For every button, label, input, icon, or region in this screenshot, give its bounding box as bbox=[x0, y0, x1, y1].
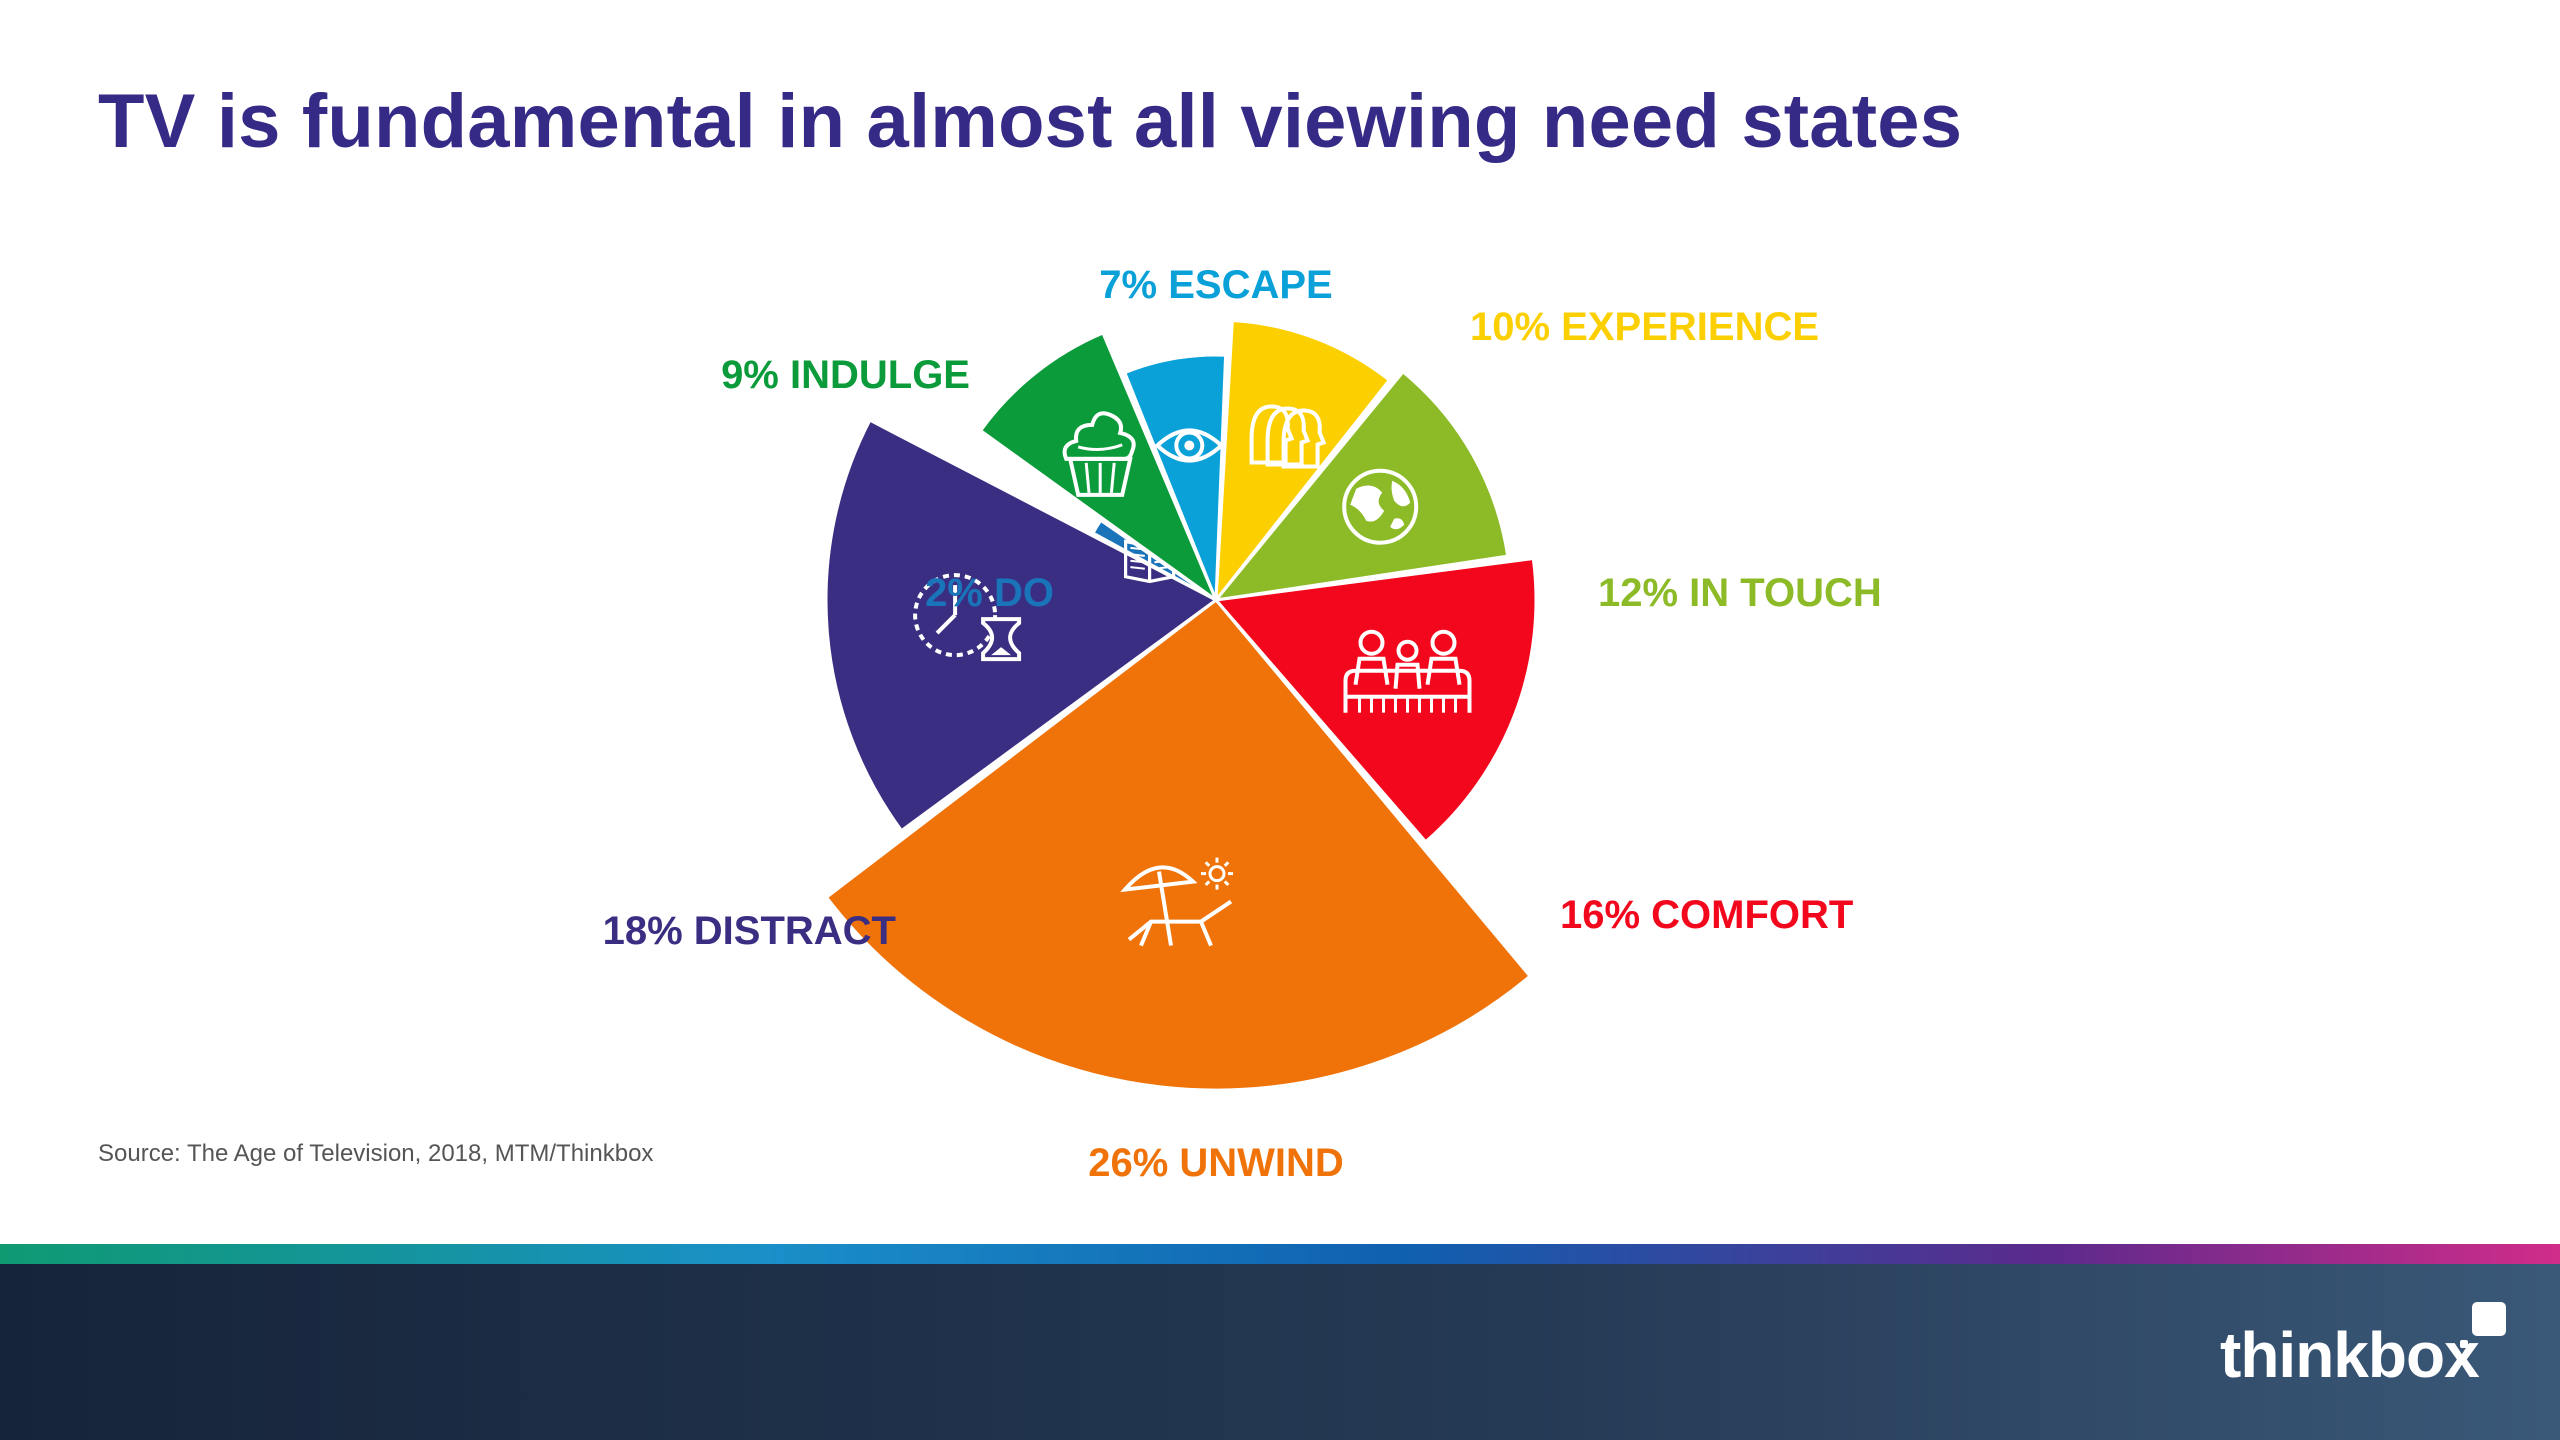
slice-label-escape: 7% ESCAPE bbox=[1099, 263, 1332, 307]
slice-label-do: 2% DO bbox=[925, 571, 1054, 615]
pie-slice-distract bbox=[824, 418, 1218, 833]
family-sofa-icon bbox=[1343, 629, 1472, 713]
clock-hourglass-icon bbox=[913, 573, 1022, 662]
source-note: Source: The Age of Television, 2018, MTM… bbox=[98, 1140, 654, 1167]
slice-label-unwind: 26% UNWIND bbox=[1088, 1141, 1344, 1185]
eye-icon bbox=[1154, 428, 1225, 463]
globe-icon bbox=[1342, 468, 1419, 545]
people-heads-icon bbox=[1249, 404, 1327, 469]
slice-label-indulge: 9% INDULGE bbox=[721, 353, 970, 397]
pie-slice-indulge bbox=[979, 331, 1218, 602]
brand-logo-dot bbox=[2460, 1340, 2468, 1348]
slice-label-distract: 18% DISTRACT bbox=[603, 909, 896, 953]
brand-logo: thinkbox bbox=[2220, 1319, 2480, 1391]
pie-slice-in-touch bbox=[1214, 370, 1510, 602]
pie-slice-do bbox=[1091, 518, 1218, 602]
pie-slice-escape bbox=[1123, 353, 1228, 602]
pie-slice-unwind bbox=[825, 598, 1532, 1092]
slice-label-experience: 10% EXPERIENCE bbox=[1470, 305, 1819, 349]
slice-label-comfort: 16% COMFORT bbox=[1560, 893, 1853, 937]
gradient-divider bbox=[0, 1244, 2560, 1264]
brand-logo-square bbox=[2472, 1302, 2506, 1336]
pie-chart: 7% ESCAPE 10% EXPERIENCE 12% IN TOUCH 16% C… bbox=[603, 263, 1882, 1185]
beach-lounger-icon bbox=[1120, 857, 1233, 947]
footer-bar bbox=[0, 1264, 2560, 1440]
cupcake-icon bbox=[1062, 411, 1136, 497]
page-title: TV is fundamental in almost all viewing … bbox=[98, 79, 1963, 164]
pie-slice-comfort bbox=[1214, 557, 1538, 844]
slice-label-in-touch: 12% IN TOUCH bbox=[1598, 571, 1882, 615]
